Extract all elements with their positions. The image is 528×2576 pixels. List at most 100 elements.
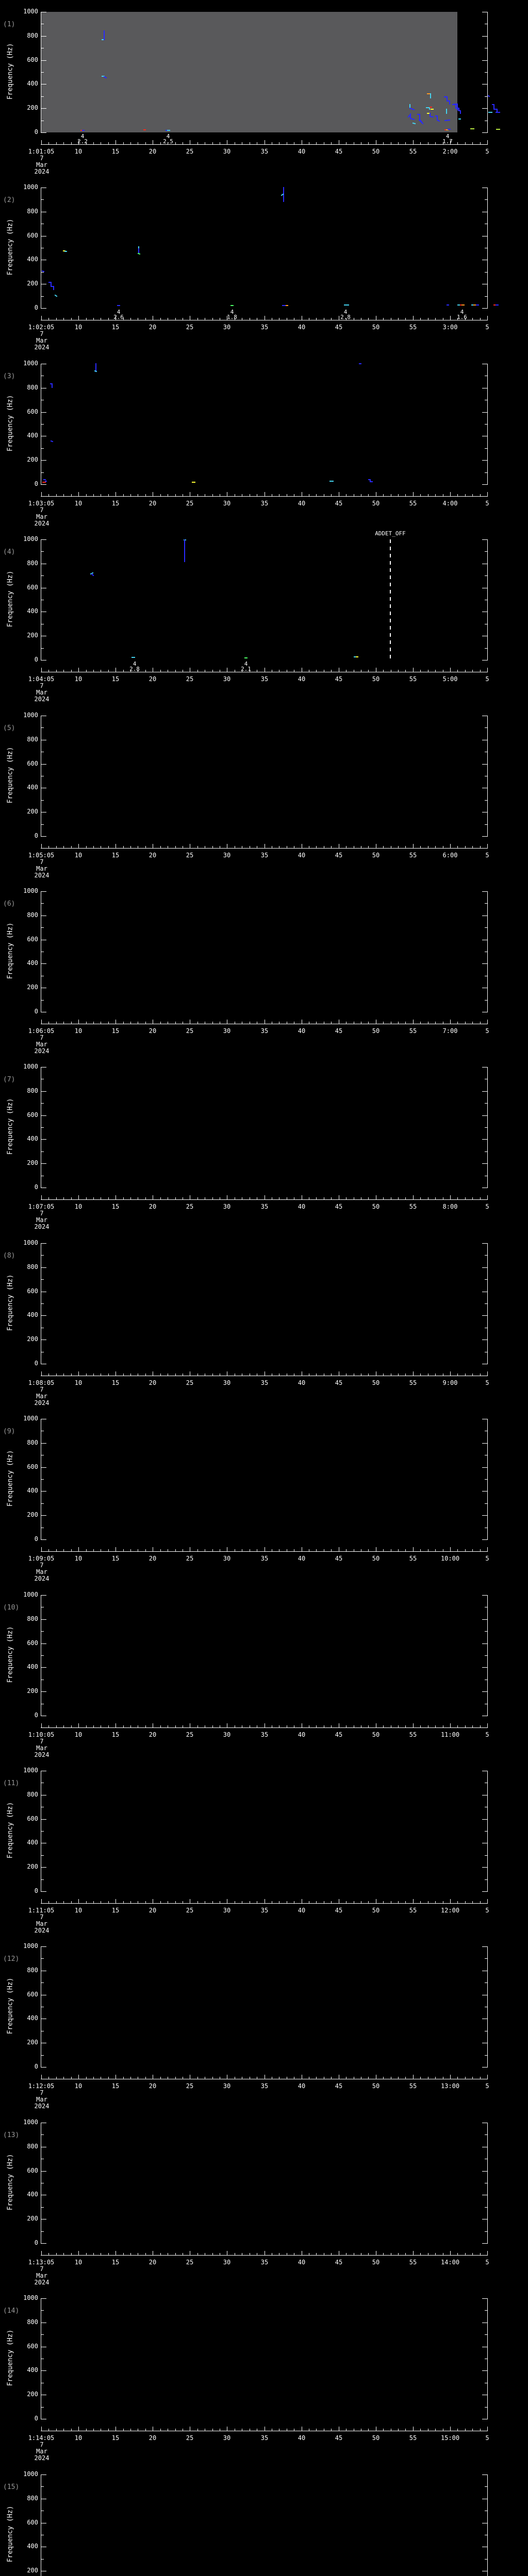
y-tick-right <box>485 727 487 728</box>
y-tick <box>41 2310 44 2311</box>
date-line: 2024 <box>34 344 50 351</box>
y-tick-right <box>482 1515 487 1516</box>
x-tick <box>383 1374 384 1376</box>
x-tick-label: 55 <box>409 1027 417 1035</box>
x-tick <box>420 494 421 496</box>
x-tick-label: 8:00 <box>442 1203 458 1210</box>
y-tick-label: 600 <box>27 1111 38 1118</box>
y-tick-label: 800 <box>27 736 38 743</box>
date-line: 7 <box>40 1210 44 1217</box>
x-tick <box>93 1374 94 1376</box>
x-tick <box>383 1725 384 1727</box>
x-tick-label: 50 <box>372 500 380 507</box>
date-line: 7 <box>40 858 44 866</box>
y-tick-right <box>485 1655 487 1656</box>
x-tick <box>71 2253 72 2255</box>
y-tick-label: 0 <box>34 1008 38 1015</box>
x-tick <box>472 1725 473 1727</box>
x-tick <box>457 2253 458 2255</box>
y-tick-label: 1000 <box>23 183 38 191</box>
panel-number: (4) <box>3 548 15 556</box>
x-tick-label: 35 <box>260 148 269 155</box>
x-tick <box>405 318 406 320</box>
x-tick <box>123 1197 124 1199</box>
x-tick <box>368 318 369 320</box>
x-tick <box>123 1901 124 1903</box>
date-line: 7 <box>40 1562 44 1569</box>
y-tick-label: 600 <box>27 2343 38 2350</box>
x-tick-label: 15 <box>111 1203 120 1210</box>
y-tick <box>41 800 44 801</box>
x-tick <box>145 846 146 848</box>
y-tick-label: 600 <box>27 232 38 239</box>
x-tick-label: 50 <box>372 1027 380 1035</box>
date-line: 2024 <box>34 696 50 703</box>
detection-mark <box>368 479 373 482</box>
x-tick-label: 15 <box>111 2082 120 2090</box>
x-tick-label: 30 <box>223 148 231 155</box>
y-tick-right <box>485 2310 487 2311</box>
x-tick <box>160 142 161 144</box>
x-tick <box>78 1899 79 1903</box>
x-tick <box>71 142 72 144</box>
x-tick <box>78 2427 79 2431</box>
y-tick-label: 600 <box>27 56 38 63</box>
x-tick-label: 45 <box>335 2082 343 2090</box>
x-tick <box>405 1374 406 1376</box>
y-tick <box>41 412 46 413</box>
x-tick-label: 35 <box>260 1907 269 1914</box>
x-tick <box>413 492 414 496</box>
x-tick <box>197 846 198 848</box>
x-tick <box>63 1374 64 1376</box>
x-tick <box>480 494 481 496</box>
y-tick-label: 800 <box>27 1967 38 1974</box>
x-tick <box>108 2429 109 2431</box>
y-tick-label: 400 <box>27 2543 38 2550</box>
x-tick <box>56 1197 57 1199</box>
x-tick-label: 10 <box>74 148 82 155</box>
detection-mark <box>48 282 54 290</box>
y-tick-right <box>485 1982 487 1983</box>
x-tick <box>145 1374 146 1376</box>
y-tick <box>41 539 46 540</box>
x-tick <box>93 2077 94 2079</box>
x-tick <box>145 1197 146 1199</box>
x-tick <box>212 142 213 144</box>
y-tick <box>41 1831 44 1832</box>
x-tick <box>420 318 421 320</box>
y-axis-right <box>487 716 488 837</box>
y-tick-label: 800 <box>27 560 38 567</box>
x-tick-label: 10 <box>74 1555 82 1562</box>
x-tick <box>465 670 466 672</box>
x-axis <box>41 1903 488 1904</box>
x-tick <box>472 1197 473 1199</box>
x-tick <box>93 2429 94 2431</box>
x-tick <box>123 2429 124 2431</box>
x-tick <box>316 2429 317 2431</box>
x-tick-label: 1:14:05 <box>28 2434 55 2442</box>
y-tick <box>41 1867 46 1868</box>
x-tick-label: 20 <box>148 148 157 155</box>
x-tick <box>398 142 399 144</box>
y-axis-right <box>487 2475 488 2576</box>
y-tick-label: 800 <box>27 384 38 391</box>
panel-number: (1) <box>3 21 15 28</box>
event-magnitude-label: 2.5 <box>163 138 173 145</box>
y-tick-label: 0 <box>34 2239 38 2246</box>
x-tick <box>450 1899 451 1903</box>
y-tick <box>41 72 44 73</box>
x-tick <box>63 1197 64 1199</box>
x-tick <box>197 1374 198 1376</box>
y-tick <box>41 727 44 728</box>
y-tick <box>41 824 44 825</box>
x-tick <box>41 2075 42 2079</box>
y-tick-label: 600 <box>27 1287 38 1295</box>
x-tick <box>175 494 176 496</box>
y-tick <box>41 1091 46 1092</box>
x-tick <box>41 316 42 320</box>
x-tick-label: 50 <box>372 324 380 331</box>
x-tick <box>63 846 64 848</box>
x-tick <box>450 1371 451 1376</box>
x-tick-label: 35 <box>260 675 269 683</box>
x-tick <box>41 1020 42 1024</box>
